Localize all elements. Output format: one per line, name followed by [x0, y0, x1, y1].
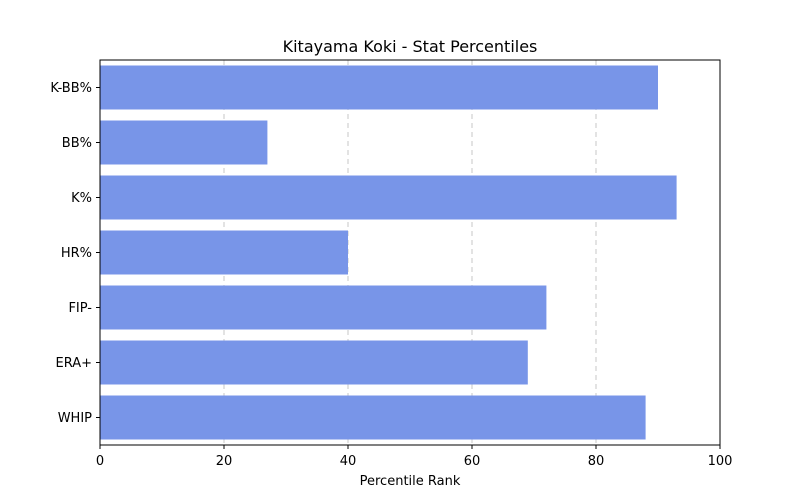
y-tick-label: FIP- [68, 301, 92, 316]
x-tick-label: 60 [464, 454, 481, 469]
chart-title: Kitayama Koki - Stat Percentiles [283, 37, 538, 56]
bar [100, 175, 677, 220]
y-tick-label: HR% [61, 246, 92, 261]
x-tick-label: 40 [340, 454, 357, 469]
y-tick-label: K% [71, 191, 92, 206]
y-tick-label: K-BB% [50, 81, 92, 96]
x-tick-label: 80 [588, 454, 605, 469]
bar [100, 120, 268, 165]
x-axis-label: Percentile Rank [360, 474, 461, 489]
y-tick-label: WHIP [58, 411, 92, 426]
x-tick-label: 0 [96, 454, 104, 469]
bar [100, 230, 348, 275]
x-tick-label: 20 [216, 454, 233, 469]
x-axis: 0 20 40 60 80 100 [96, 445, 733, 469]
bar [100, 340, 528, 385]
y-tick-label: BB% [62, 136, 92, 151]
bar [100, 395, 646, 440]
bar [100, 285, 547, 330]
y-axis: K-BB% BB% K% HR% FIP- ERA+ WHIP [50, 81, 100, 426]
y-tick-label: ERA+ [55, 356, 92, 371]
bar [100, 65, 658, 110]
x-tick-label: 100 [708, 454, 733, 469]
bars [100, 65, 677, 440]
